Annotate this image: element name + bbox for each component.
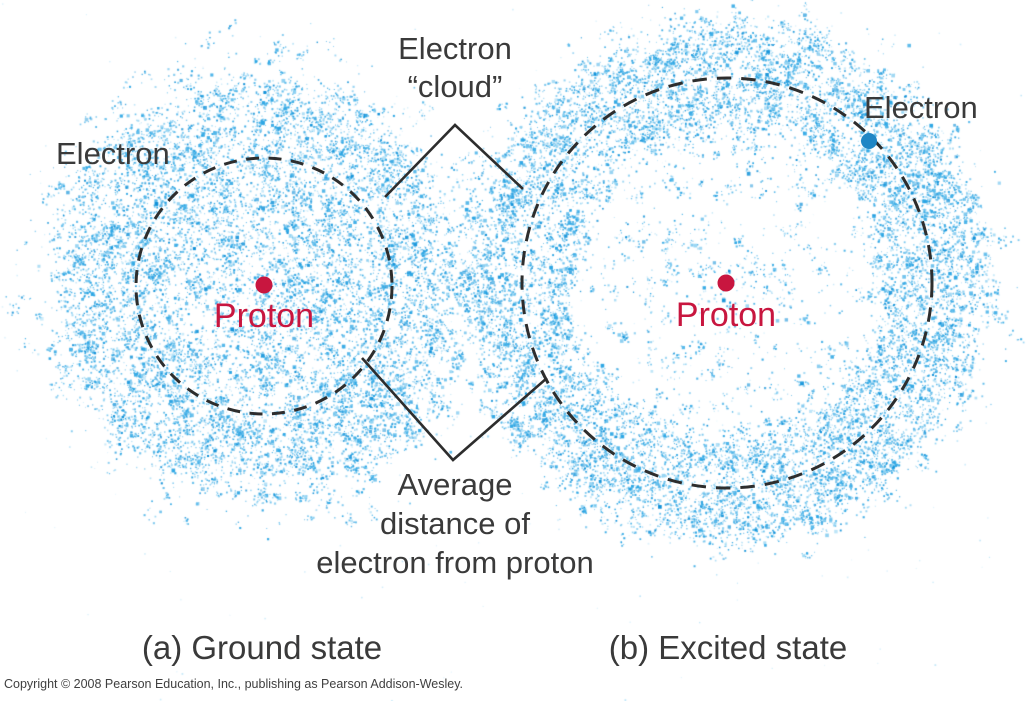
proton-label-ground: Proton — [213, 297, 315, 335]
average-distance-label: Average distance of electron from proton — [316, 467, 594, 580]
caption-excited-state: (b) Excited state — [608, 629, 848, 666]
copyright-notice: Copyright © 2008 Pearson Education, Inc.… — [4, 677, 464, 691]
electron-cloud-label: Electron “cloud” — [398, 31, 512, 104]
proton-dot-excited — [717, 274, 735, 292]
electron-label-excited: Electron — [864, 90, 978, 125]
electron-cloud-pointer-lines — [384, 123, 524, 198]
caption-ground-state: (a) Ground state — [141, 629, 383, 666]
proton-dot-ground — [255, 276, 273, 294]
electron-dot — [861, 133, 877, 149]
average-distance-pointer-lines — [361, 357, 548, 462]
excited-state-orbit-circle — [520, 76, 934, 490]
electron-label-ground: Electron — [56, 136, 170, 171]
proton-label-excited: Proton — [675, 296, 777, 334]
ground-state-orbit-circle — [134, 156, 394, 416]
